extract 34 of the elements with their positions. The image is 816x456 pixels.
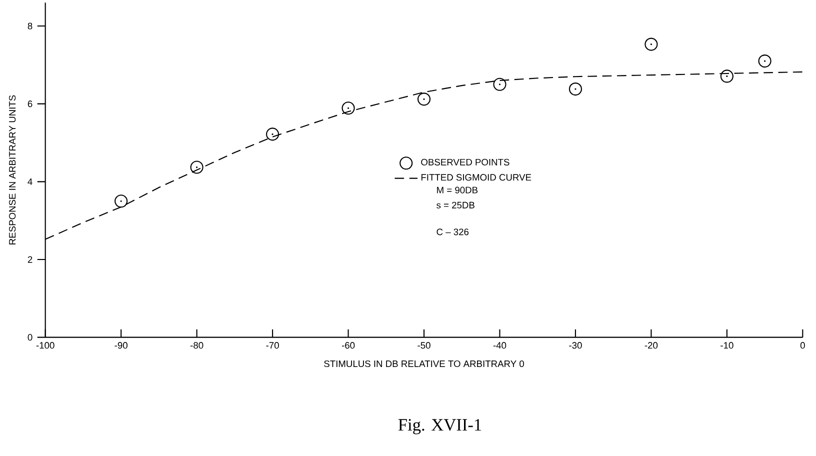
point — [266, 128, 280, 141]
y-axis-title: RESPONSE IN ARBITRARY UNITS — [9, 95, 16, 244]
x-tick-label: -50 — [418, 342, 430, 349]
annotation: C – 326 — [436, 228, 469, 236]
y-tick-label: 6 — [28, 100, 32, 108]
annotation: M = 90DB — [437, 186, 478, 194]
y-tick-label: 2 — [28, 256, 32, 263]
x-tick-label: -60 — [342, 342, 355, 349]
point — [114, 194, 128, 208]
point — [758, 54, 772, 68]
point — [568, 82, 582, 96]
x-tick-label: -70 — [266, 342, 279, 349]
x-tick-label: -80 — [190, 342, 204, 349]
x-tick-label: -40 — [493, 342, 506, 349]
x-tick-label: 0 — [800, 342, 805, 349]
x-tick-label: -30 — [569, 342, 582, 349]
annotation: s = 25DB — [436, 202, 474, 208]
x-tick-label: -20 — [644, 342, 658, 349]
legend-label: FITTED SIGMOID CURVE — [421, 174, 532, 181]
point — [493, 78, 506, 91]
point — [342, 102, 355, 115]
y-tick-label: 0 — [28, 334, 32, 341]
y-tick-label: 4 — [28, 178, 32, 185]
point — [720, 70, 734, 83]
x-tick-label: -90 — [114, 342, 128, 349]
legend-label: OBSERVED POINTS — [421, 158, 510, 166]
x-tick-label: -10 — [720, 342, 734, 349]
x-axis-title: STIMULUS IN DB RELATIVE TO ARBITRARY 0 — [324, 360, 524, 368]
y-tick-label: 8 — [28, 22, 32, 30]
point — [190, 160, 204, 174]
text: Fig. XVII-1 — [398, 419, 482, 434]
point — [417, 92, 431, 106]
x-tick-label: -100 — [36, 342, 54, 349]
point — [644, 38, 658, 51]
